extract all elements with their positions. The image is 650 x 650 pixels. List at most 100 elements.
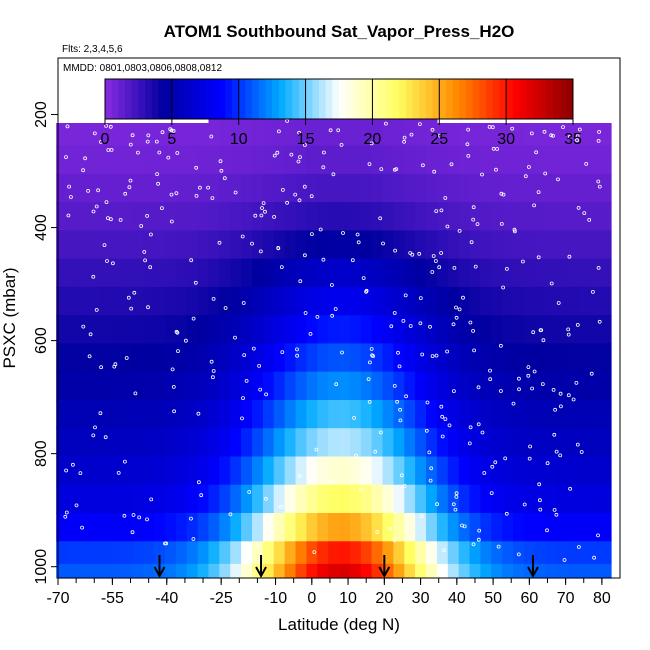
heatmap-cell: [132, 145, 144, 175]
sample-point: [575, 442, 580, 447]
sample-point: [174, 329, 179, 334]
colorbar-cell: [486, 79, 494, 119]
heatmap-cell: [132, 400, 144, 429]
heatmap-cell: [328, 230, 340, 260]
colorbar-cell: [212, 79, 220, 119]
heatmap-cell: [578, 428, 590, 458]
colorbar-cell: [285, 79, 293, 119]
heatmap-cell: [99, 456, 112, 486]
sample-point: [297, 130, 302, 135]
colorbar-cell: [552, 79, 561, 119]
heatmap-cell: [56, 456, 68, 486]
x-tick-label: 40: [448, 590, 466, 607]
heatmap-cell: [545, 202, 558, 231]
sample-point: [575, 138, 579, 143]
heatmap-cell: [382, 513, 394, 542]
heatmap-cell: [589, 513, 601, 542]
colorbar-cell: [359, 79, 367, 119]
heatmap-cell: [241, 343, 253, 373]
heatmap-cell: [458, 202, 471, 231]
colorbar-cell: [171, 79, 180, 119]
heatmap-cell: [121, 230, 133, 260]
heatmap-cell: [382, 456, 394, 486]
heatmap-cell: [197, 371, 210, 401]
heatmap-cell: [241, 286, 253, 316]
sample-point: [430, 270, 435, 274]
sample-point: [191, 537, 196, 541]
sample-point: [318, 227, 323, 232]
sample-point: [356, 240, 361, 245]
heatmap-cell: [360, 173, 373, 203]
heatmap-cell: [469, 230, 481, 260]
sample-point: [321, 165, 326, 170]
sample-point: [102, 243, 107, 248]
heatmap-cell: [99, 230, 112, 260]
heatmap-cell: [556, 400, 568, 429]
sample-point: [289, 152, 294, 157]
heatmap-cell: [317, 117, 329, 147]
sample-point: [556, 301, 561, 305]
sample-point: [302, 143, 307, 147]
heatmap-cell: [447, 371, 460, 401]
sample-point: [398, 418, 403, 423]
heatmap-cell: [393, 343, 405, 373]
sample-point: [91, 209, 96, 214]
heatmap-cell: [328, 258, 340, 288]
heatmap-cell: [458, 230, 471, 260]
sample-point: [183, 338, 188, 343]
heatmap-cell: [284, 202, 297, 231]
sample-point: [490, 464, 495, 469]
sample-point: [576, 205, 581, 210]
heatmap-cell: [469, 456, 481, 486]
heatmap-cell: [393, 173, 405, 203]
heatmap-cell: [186, 286, 199, 316]
sample-point: [516, 552, 521, 557]
heatmap-cell: [360, 202, 373, 231]
heatmap-cell: [306, 541, 318, 565]
sample-point: [354, 453, 358, 458]
heatmap-cell: [578, 343, 590, 373]
heatmap-cell: [295, 258, 307, 288]
heatmap-cell: [458, 371, 471, 401]
heatmap-cell: [328, 117, 340, 147]
heatmap-cell: [88, 315, 101, 345]
sample-point: [554, 449, 559, 454]
colorbar-tick: 35: [564, 79, 582, 148]
heatmap-cell: [404, 258, 416, 288]
sample-point: [527, 165, 531, 169]
heatmap-cell: [589, 400, 601, 429]
heatmap-cell: [513, 286, 525, 316]
heatmap-cell: [382, 230, 394, 260]
x-tick-label: 60: [520, 590, 538, 607]
heatmap-cell: [219, 145, 231, 175]
heatmap-cell: [371, 371, 384, 401]
sample-point: [494, 167, 498, 172]
heatmap-cell: [578, 258, 590, 288]
heatmap-cell: [502, 258, 514, 288]
sample-point: [528, 444, 532, 449]
sample-point: [175, 330, 180, 335]
heatmap-cell: [382, 145, 394, 175]
heatmap-cell: [469, 145, 481, 175]
heatmap-cell: [273, 371, 286, 401]
heatmap-cell: [436, 123, 449, 147]
sample-point: [242, 353, 247, 358]
sample-point: [501, 192, 506, 197]
heatmap-cell: [360, 286, 373, 316]
heatmap-cell: [458, 173, 471, 203]
heatmap-cell: [426, 230, 438, 260]
heatmap-cell: [534, 230, 547, 260]
heatmap-cell: [241, 563, 253, 579]
heatmap-cell: [360, 230, 373, 260]
heatmap-cell: [165, 145, 177, 175]
heatmap-cell: [523, 123, 536, 147]
heatmap-cell: [230, 117, 242, 147]
heatmap-cell: [480, 286, 492, 316]
heatmap-cell: [165, 541, 177, 565]
heatmap-cell: [426, 541, 438, 565]
sample-point: [488, 377, 493, 382]
heatmap-cell: [534, 456, 547, 486]
heatmap-cell: [480, 428, 492, 458]
sample-point: [194, 193, 199, 198]
sample-point: [189, 516, 193, 521]
